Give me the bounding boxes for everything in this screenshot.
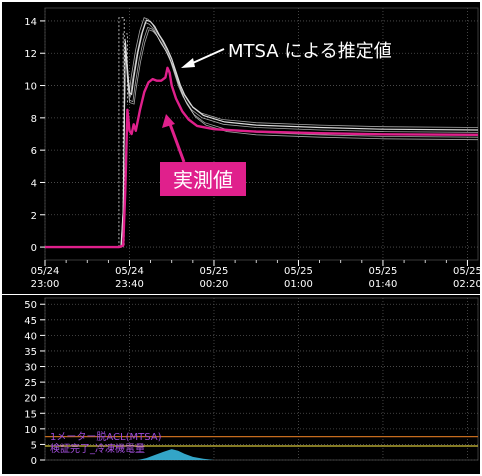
bottom-area-fill xyxy=(45,449,214,460)
bottom-chart: 0 5 10 15 20 25 30 35 40 45 50 1メーター脱ACL(MTSA) 検証完… xyxy=(2,295,480,474)
bottom-gridlines xyxy=(44,298,478,461)
annotation-mtsa-label: MTSA による推定値 xyxy=(228,41,392,62)
bottom-y-tick-label: 5 xyxy=(31,440,37,451)
top-x-tick-date: 05/25 xyxy=(369,266,398,277)
top-chart: 0 2 4 6 8 10 12 14 05/24 23:00 05/24 23:40 05/25 00:… xyxy=(2,2,482,294)
series-mtsa-dashed xyxy=(118,17,125,248)
bottom-y-tick-label: 30 xyxy=(24,363,37,374)
top-x-tick-date: 05/24 xyxy=(31,266,60,277)
top-x-tick-time: 23:00 xyxy=(31,279,60,290)
series-mtsa-trace xyxy=(45,17,479,248)
top-series-group xyxy=(45,17,479,249)
top-y-tick-label: 4 xyxy=(31,178,37,189)
top-y-tick-label: 8 xyxy=(31,114,37,125)
top-x-tick-time: 01:00 xyxy=(284,279,313,290)
annotation-measured-box xyxy=(160,162,246,196)
annotation-measured: 実測値 xyxy=(160,114,246,196)
bottom-label-2: 検証完了_冷凍機電量 xyxy=(50,442,145,455)
top-x-tick-date: 05/25 xyxy=(284,266,313,277)
annotation-mtsa-arrowhead xyxy=(181,58,195,68)
top-y-tick-label: 6 xyxy=(31,146,37,157)
bottom-y-axis: 0 5 10 15 20 25 30 35 40 45 50 xyxy=(24,300,45,467)
bottom-y-tick-label: 0 xyxy=(31,456,37,467)
bottom-y-tick-label: 35 xyxy=(24,347,37,358)
top-x-tick-date: 05/25 xyxy=(453,266,482,277)
series-measured-line xyxy=(45,66,479,249)
bottom-y-tick-label: 25 xyxy=(24,378,37,389)
annotation-measured-arrowhead xyxy=(162,114,175,128)
bottom-y-tick-label: 15 xyxy=(24,409,37,420)
top-x-tick-time: 01:40 xyxy=(369,279,398,290)
top-plot-background xyxy=(2,2,480,294)
top-x-tick-date: 05/24 xyxy=(115,266,144,277)
series-mtsa-dashed xyxy=(122,33,128,248)
top-y-tick-label: 10 xyxy=(24,82,37,93)
top-x-tick-time: 23:40 xyxy=(115,279,144,290)
bottom-y-tick-label: 45 xyxy=(24,316,37,327)
top-x-axis: 05/24 23:00 05/24 23:40 05/25 00:20 05/25 01:00… xyxy=(31,260,482,290)
annotation-measured-label: 実測値 xyxy=(173,168,233,192)
top-x-tick-time: 00:20 xyxy=(200,279,229,290)
top-y-tick-label: 12 xyxy=(24,49,37,60)
bottom-series-group xyxy=(45,436,478,460)
bottom-y-tick-label: 20 xyxy=(24,394,37,405)
bottom-y-tick-label: 10 xyxy=(24,425,37,436)
annotation-measured-arrow xyxy=(168,123,186,163)
top-y-tick-label: 14 xyxy=(24,17,37,28)
top-x-tick-date: 05/25 xyxy=(200,266,229,277)
top-x-tick-time: 02:20 xyxy=(453,279,482,290)
bottom-label-1: 1メーター脱ACL(MTSA) xyxy=(50,430,162,443)
annotation-mtsa: MTSA による推定値 xyxy=(181,41,392,68)
bottom-y-tick-label: 50 xyxy=(24,300,37,311)
top-y-axis: 0 2 4 6 8 10 12 14 xyxy=(24,17,45,254)
top-y-tick-label: 0 xyxy=(31,243,37,254)
top-y-tick-label: 2 xyxy=(31,211,37,222)
bottom-y-tick-label: 40 xyxy=(24,331,37,342)
